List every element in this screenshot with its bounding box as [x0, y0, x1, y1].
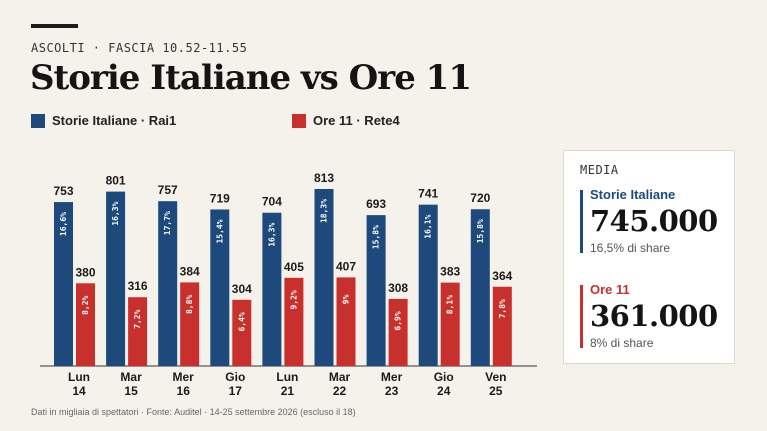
value-label-ore-11: 364: [492, 269, 512, 283]
summary-storie-italiane: Storie Italiane 745.000 16,5% di share: [580, 187, 740, 255]
bar-ore-11: [388, 298, 408, 366]
bar-ore-11: [232, 299, 252, 366]
x-tick-day: Ven: [485, 370, 506, 384]
share-label-storie-italiane: 16,1%: [424, 214, 433, 238]
x-tick-day: Mar: [120, 370, 142, 384]
summary-accent-bar: [580, 285, 583, 348]
value-label-ore-11: 384: [180, 264, 200, 278]
value-label-ore-11: 308: [388, 281, 408, 295]
x-tick-day: Mer: [381, 370, 403, 384]
value-label-ore-11: 316: [128, 279, 148, 293]
share-label-ore-11: 8,2%: [81, 295, 90, 314]
share-label-ore-11: 8,1%: [446, 295, 455, 314]
bar-storie-italiane: [418, 204, 438, 366]
summary-panel: MEDIA Storie Italiane 745.000 16,5% di s…: [563, 150, 735, 364]
legend-swatch-ore-11: [292, 113, 306, 128]
x-tick-date: 14: [72, 384, 86, 398]
share-label-ore-11: 8,8%: [185, 295, 194, 314]
x-tick-date: 24: [437, 384, 451, 398]
bar-storie-italiane: [158, 201, 178, 366]
x-tick-day: Mar: [329, 370, 351, 384]
bar-storie-italiane: [366, 215, 386, 366]
x-tick-day: Lun: [68, 370, 90, 384]
summary-name: Ore 11: [590, 282, 630, 297]
chart-title: Storie Italiane vs Ore 11: [30, 58, 472, 98]
share-label-ore-11: 6,4%: [237, 312, 246, 331]
value-label-ore-11: 383: [440, 265, 460, 279]
summary-share: 8% di share: [590, 336, 654, 350]
summary-value: 361.000: [590, 299, 718, 333]
summary-name: Storie Italiane: [590, 187, 676, 202]
bar-ore-11: [284, 277, 304, 366]
bar-ore-11: [336, 277, 356, 366]
bar-storie-italiane: [262, 212, 282, 366]
x-tick-date: 25: [489, 384, 503, 398]
share-label-storie-italiane: 15,8%: [372, 225, 381, 249]
value-label-storie-italiane: 813: [314, 171, 334, 185]
share-label-storie-italiane: 15,4%: [215, 219, 224, 243]
share-label-storie-italiane: 15,8%: [476, 219, 485, 243]
x-tick-date: 22: [333, 384, 347, 398]
bar-storie-italiane: [106, 191, 126, 366]
value-label-storie-italiane: 741: [418, 187, 438, 201]
share-label-storie-italiane: 18,3%: [320, 199, 329, 223]
legend-item-ore-11: Ore 11 · Rete4: [292, 113, 400, 128]
share-label-storie-italiane: 16,6%: [59, 212, 68, 236]
value-label-storie-italiane: 693: [366, 197, 386, 211]
x-tick-date: 16: [177, 384, 191, 398]
share-label-storie-italiane: 16,3%: [111, 201, 120, 225]
bar-storie-italiane: [314, 189, 334, 366]
value-label-ore-11: 407: [336, 259, 356, 273]
share-label-storie-italiane: 17,7%: [163, 211, 172, 235]
legend-swatch-storie-italiane: [31, 113, 45, 128]
x-tick-day: Gio: [225, 370, 245, 384]
x-tick-day: Lun: [276, 370, 298, 384]
legend-label-storie-italiane: Storie Italiane · Rai1: [52, 113, 177, 128]
value-label-storie-italiane: 757: [158, 183, 178, 197]
summary-title: MEDIA: [580, 163, 619, 177]
value-label-ore-11: 304: [232, 282, 252, 296]
x-tick-date: 23: [385, 384, 399, 398]
value-label-storie-italiane: 719: [210, 191, 230, 205]
bar-ore-11: [440, 282, 460, 366]
legend-label-ore-11: Ore 11 · Rete4: [313, 113, 400, 128]
value-label-ore-11: 405: [284, 260, 304, 274]
bar-storie-italiane: [54, 202, 73, 366]
value-label-ore-11: 380: [75, 265, 95, 279]
value-label-storie-italiane: 720: [470, 191, 490, 205]
share-label-ore-11: 9,2%: [289, 290, 298, 309]
x-tick-date: 17: [229, 384, 243, 398]
share-label-ore-11: 6,9%: [394, 311, 403, 330]
bar-storie-italiane: [210, 209, 230, 366]
x-tick-day: Gio: [434, 370, 454, 384]
footnote: Dati in migliaia di spettatori · Fonte: …: [31, 407, 356, 417]
value-label-storie-italiane: 801: [106, 174, 126, 188]
bar-ore-11: [128, 297, 148, 366]
share-label-storie-italiane: 16,3%: [267, 223, 276, 247]
x-tick-date: 21: [281, 384, 295, 398]
share-label-ore-11: 7,2%: [133, 309, 142, 328]
summary-ore-11: Ore 11 361.000 8% di share: [580, 282, 740, 350]
bar-ore-11: [492, 286, 512, 366]
share-label-ore-11: 7,8%: [498, 299, 507, 318]
summary-share: 16,5% di share: [590, 241, 671, 255]
top-rule: [31, 24, 78, 28]
bar-storie-italiane: [470, 209, 490, 366]
share-label-ore-11: 9%: [342, 294, 351, 304]
summary-value: 745.000: [590, 204, 718, 238]
x-tick-date: 15: [124, 384, 138, 398]
value-label-storie-italiane: 753: [53, 184, 73, 198]
value-label-storie-italiane: 704: [262, 195, 282, 209]
summary-accent-bar: [580, 190, 583, 253]
x-tick-day: Mer: [173, 370, 195, 384]
legend-item-storie-italiane: Storie Italiane · Rai1: [31, 113, 176, 128]
kicker: ASCOLTI · FASCIA 10.52-11.55: [31, 41, 248, 55]
bar-ore-11: [76, 283, 95, 366]
bar-ore-11: [180, 282, 200, 366]
